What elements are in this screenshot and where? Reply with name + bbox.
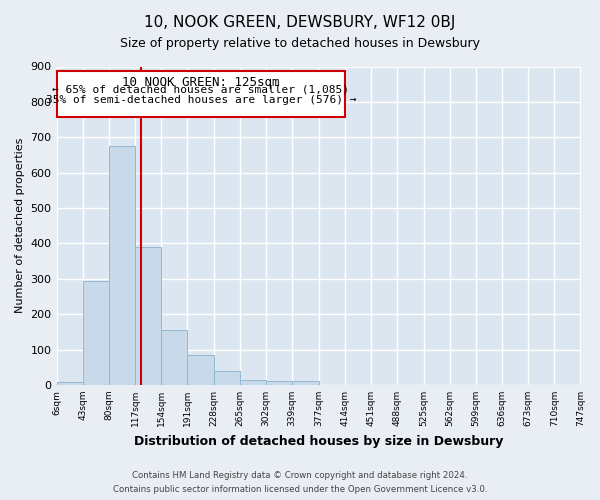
Bar bbox=[214, 371, 239, 385]
Text: Contains HM Land Registry data © Crown copyright and database right 2024.
Contai: Contains HM Land Registry data © Crown c… bbox=[113, 472, 487, 494]
Text: ← 65% of detached houses are smaller (1,085): ← 65% of detached houses are smaller (1,… bbox=[52, 85, 349, 95]
Bar bbox=[83, 282, 109, 385]
Bar bbox=[239, 380, 266, 385]
FancyBboxPatch shape bbox=[56, 70, 345, 117]
Y-axis label: Number of detached properties: Number of detached properties bbox=[15, 138, 25, 314]
X-axis label: Distribution of detached houses by size in Dewsbury: Distribution of detached houses by size … bbox=[134, 434, 503, 448]
Text: 10 NOOK GREEN: 125sqm: 10 NOOK GREEN: 125sqm bbox=[122, 76, 280, 89]
Bar bbox=[292, 382, 319, 385]
Bar bbox=[187, 355, 214, 385]
Text: 10, NOOK GREEN, DEWSBURY, WF12 0BJ: 10, NOOK GREEN, DEWSBURY, WF12 0BJ bbox=[145, 15, 455, 30]
Text: Size of property relative to detached houses in Dewsbury: Size of property relative to detached ho… bbox=[120, 38, 480, 51]
Bar bbox=[135, 247, 161, 385]
Text: 35% of semi-detached houses are larger (576) →: 35% of semi-detached houses are larger (… bbox=[46, 95, 356, 105]
Bar bbox=[109, 146, 135, 385]
Bar bbox=[161, 330, 187, 385]
Bar bbox=[56, 382, 83, 385]
Bar bbox=[266, 380, 292, 385]
